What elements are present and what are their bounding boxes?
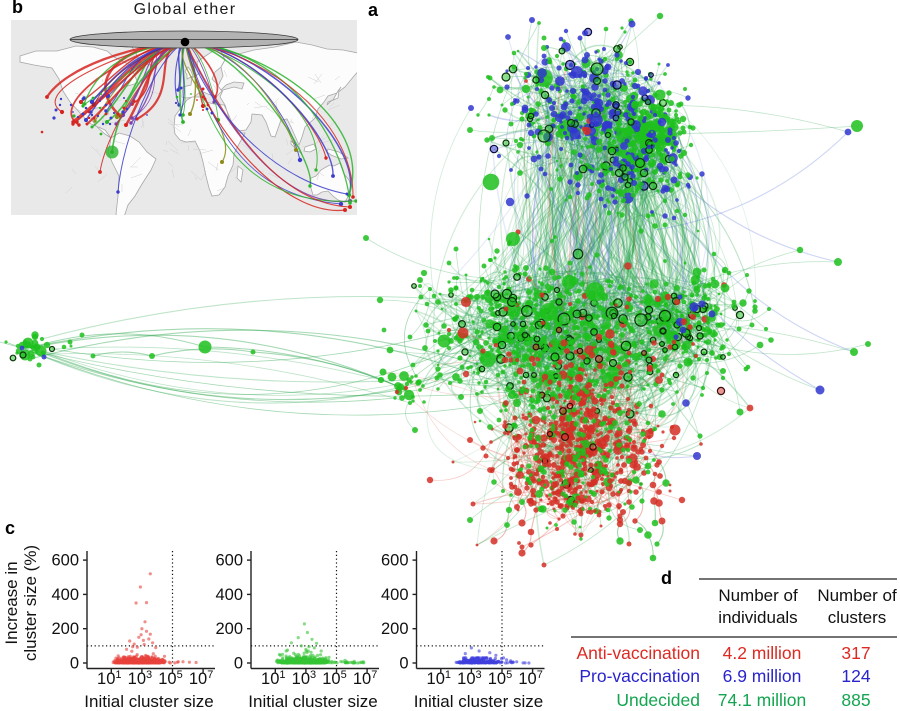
svg-text:600: 600 — [215, 552, 243, 570]
svg-text:Initial cluster size: Initial cluster size — [248, 692, 377, 711]
svg-text:individuals: individuals — [718, 608, 797, 627]
svg-text:103: 103 — [292, 669, 316, 688]
svg-text:a: a — [368, 0, 379, 20]
svg-text:200: 200 — [51, 620, 79, 638]
svg-text:400: 400 — [215, 586, 243, 604]
svg-text:Pro-vaccination: Pro-vaccination — [579, 666, 700, 686]
svg-text:Global ether: Global ether — [134, 1, 237, 18]
svg-text:clusters: clusters — [828, 608, 887, 627]
svg-text:0: 0 — [70, 655, 79, 673]
svg-text:cluster size (%): cluster size (%) — [21, 545, 40, 661]
svg-text:400: 400 — [381, 586, 409, 604]
svg-text:317: 317 — [841, 643, 870, 663]
svg-text:103: 103 — [128, 669, 152, 688]
svg-text:74.1 million: 74.1 million — [718, 690, 807, 710]
svg-text:b: b — [12, 0, 23, 17]
svg-text:Number of: Number of — [718, 586, 798, 605]
svg-text:Initial cluster size: Initial cluster size — [414, 692, 543, 711]
svg-text:105: 105 — [488, 669, 512, 688]
svg-text:885: 885 — [841, 690, 870, 710]
svg-text:Undecided: Undecided — [616, 690, 700, 710]
svg-text:124: 124 — [841, 666, 870, 686]
svg-text:0: 0 — [234, 655, 243, 673]
svg-text:101: 101 — [97, 669, 121, 688]
svg-text:Number of: Number of — [817, 586, 897, 605]
svg-text:101: 101 — [261, 669, 285, 688]
svg-text:600: 600 — [51, 552, 79, 570]
svg-text:105: 105 — [322, 669, 346, 688]
svg-text:101: 101 — [427, 669, 451, 688]
svg-text:0: 0 — [399, 655, 408, 673]
svg-text:200: 200 — [215, 620, 243, 638]
svg-text:6.9 million: 6.9 million — [723, 666, 802, 686]
svg-text:Anti-vaccination: Anti-vaccination — [576, 643, 700, 663]
svg-text:200: 200 — [381, 620, 409, 638]
svg-text:400: 400 — [51, 586, 79, 604]
svg-text:103: 103 — [457, 669, 481, 688]
svg-text:105: 105 — [158, 669, 182, 688]
svg-text:4.2 million: 4.2 million — [723, 643, 802, 663]
svg-text:600: 600 — [381, 552, 409, 570]
svg-text:Increase in: Increase in — [2, 561, 21, 644]
svg-text:d: d — [661, 568, 672, 588]
svg-text:Initial cluster size: Initial cluster size — [84, 692, 213, 711]
svg-text:c: c — [5, 518, 15, 538]
